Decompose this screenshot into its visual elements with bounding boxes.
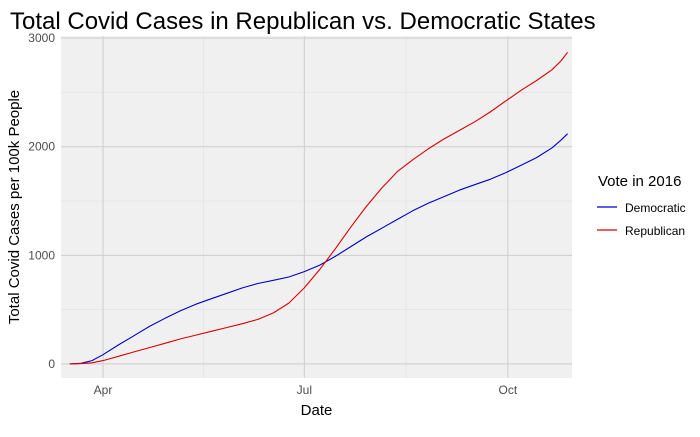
y-tick-label: 0: [48, 357, 55, 371]
legend-label-democratic: Democratic: [625, 201, 686, 215]
x-tick-label: Oct: [499, 383, 518, 397]
legend: Vote in 2016 Democratic Republican: [597, 173, 686, 238]
x-tick-label: Apr: [94, 383, 113, 397]
chart-title: Total Covid Cases in Republican vs. Demo…: [10, 8, 596, 35]
x-tick-label: Jul: [297, 383, 312, 397]
x-axis-label: Date: [301, 402, 333, 419]
legend-title: Vote in 2016: [598, 173, 681, 190]
y-axis-ticks: 0 1000 2000 3000: [28, 31, 55, 371]
y-tick-label: 3000: [28, 31, 55, 45]
series-line-democratic: [69, 133, 568, 365]
x-axis-ticks: Apr Jul Oct: [94, 383, 518, 397]
plot-panel: [61, 36, 572, 378]
legend-label-republican: Republican: [625, 224, 685, 238]
y-axis-label: Total Covid Cases per 100k People: [6, 90, 23, 324]
y-tick-label: 1000: [28, 248, 55, 262]
series-line-republican: [69, 51, 569, 365]
gridlines: [61, 36, 572, 378]
y-tick-label: 2000: [28, 140, 55, 154]
series-lines: [69, 51, 569, 365]
